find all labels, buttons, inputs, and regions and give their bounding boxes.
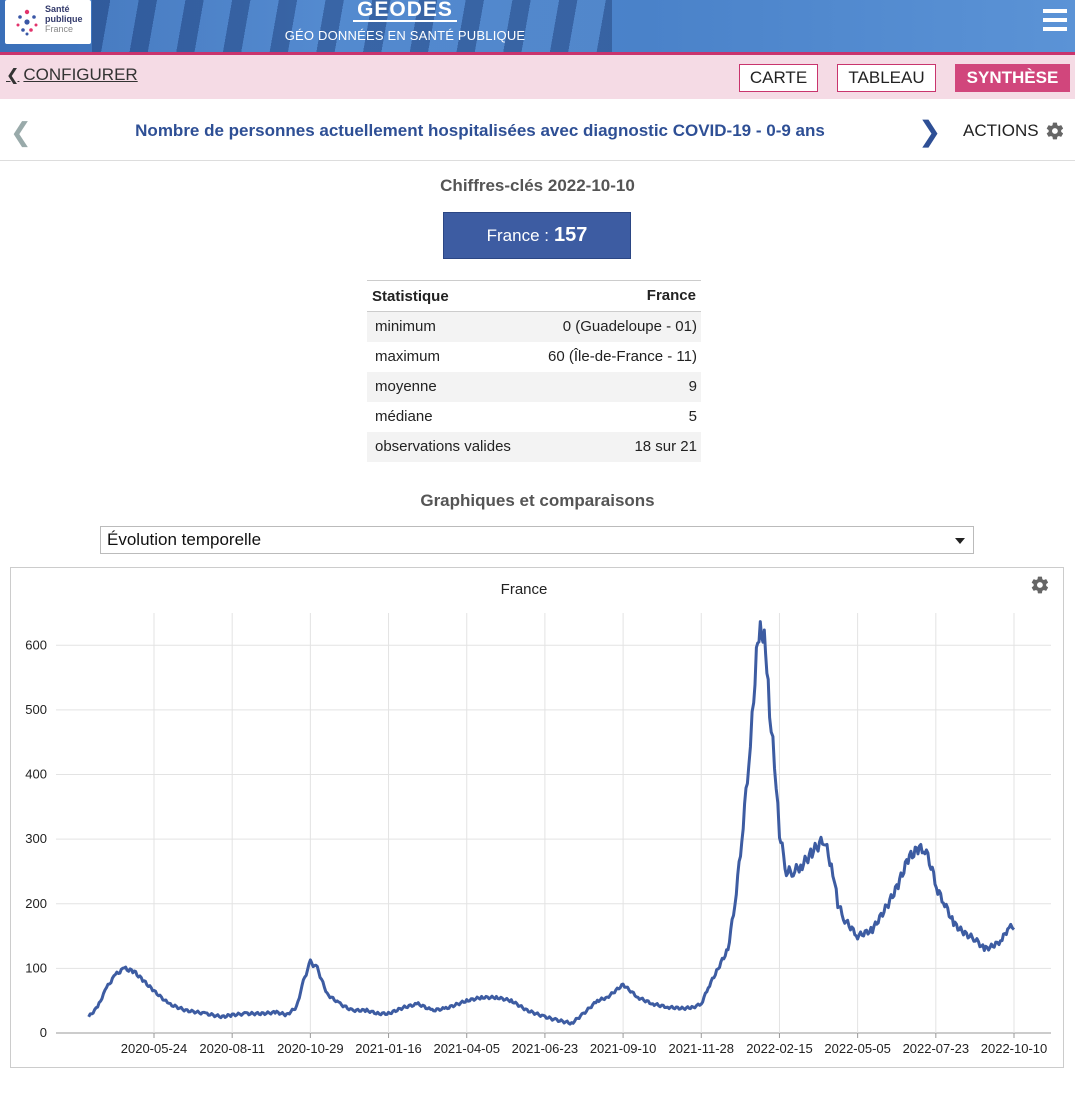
table-row: minimum 0 (Guadeloupe - 01): [367, 311, 701, 342]
site-header: Santé publique France GÉODES GÉO DONNÉES…: [0, 0, 1075, 52]
indicator-bar: ❮ Nombre de personnes actuellement hospi…: [0, 99, 1075, 161]
chart-title: France: [501, 581, 548, 598]
stat-label: médiane: [375, 408, 433, 425]
brand-title: GÉODES: [353, 0, 457, 22]
stat-value: 5: [688, 408, 697, 425]
gear-icon: [1046, 122, 1063, 140]
chart-panel: France 0 100 200 300 400 500 600 2020-05-24 2020-…: [10, 567, 1064, 1068]
actions-button[interactable]: ACTIONS: [963, 121, 1065, 141]
key-figure-label: France :: [486, 225, 549, 245]
configure-label: CONFIGURER: [23, 65, 138, 84]
time-series-chart[interactable]: France 0 100 200 300 400 500 600 2020-05-24 2020-…: [11, 568, 1063, 1067]
stat-value: 0 (Guadeloupe - 01): [526, 311, 701, 342]
stats-col-france: France: [526, 280, 701, 312]
x-tick-label: 2022-02-15: [746, 1041, 813, 1056]
stats-col-statistique: Statistique: [367, 280, 527, 312]
chevron-left-icon: ❮: [6, 67, 20, 84]
brand-subtitle: GÉO DONNÉES EN SANTÉ PUBLIQUE: [284, 28, 526, 43]
series-line-france: [87, 620, 1016, 1026]
header-photo: [92, 0, 612, 52]
table-row: maximum 60 (Île-de-France - 11): [367, 342, 701, 372]
key-figure-box: France : 157: [443, 212, 631, 259]
table-row: médiane 5: [367, 402, 701, 432]
chart-settings-gear-icon[interactable]: [1030, 575, 1050, 595]
x-tick-label: 2022-07-23: [903, 1041, 970, 1056]
stats-table: Statistique France minimum 0 (Guadeloupe…: [367, 280, 701, 462]
header-divider: [0, 52, 1075, 55]
x-tick-label: 2021-11-28: [668, 1041, 734, 1056]
charts-heading: Graphiques et comparaisons: [420, 491, 655, 510]
x-tick-label: 2020-05-24: [121, 1041, 188, 1056]
y-tick-label: 0: [40, 1025, 47, 1040]
y-tick-label: 200: [25, 896, 47, 911]
stat-label: moyenne: [367, 371, 527, 402]
y-tick-label: 400: [25, 767, 47, 782]
chart-type-value: Évolution temporelle: [107, 530, 262, 549]
stat-value: 18 sur 21: [526, 431, 701, 462]
y-tick-label: 300: [25, 831, 47, 846]
spf-logo[interactable]: Santé publique France: [5, 0, 91, 44]
table-row: observations valides 18 sur 21: [367, 431, 701, 462]
chart-type-select[interactable]: Évolution temporelle: [100, 526, 974, 554]
stat-value: 60 (Île-de-France - 11): [548, 348, 697, 365]
stat-value: 9: [526, 371, 701, 402]
x-tick-label: 2020-08-11: [199, 1041, 265, 1056]
x-tick-label: 2022-05-05: [824, 1041, 891, 1056]
stats-header-row: Statistique France: [367, 280, 701, 312]
x-tick-label: 2021-09-10: [590, 1041, 657, 1056]
x-tick-label: 2021-01-16: [355, 1041, 422, 1056]
stat-label: maximum: [375, 348, 441, 365]
x-tick-label: 2021-06-23: [512, 1041, 579, 1056]
next-indicator-button[interactable]: ❯: [918, 116, 942, 147]
actions-label: ACTIONS: [963, 121, 1039, 140]
logo-text: Santé publique France: [45, 4, 83, 34]
key-figure-value: 157: [553, 224, 588, 246]
table-row: moyenne 9: [367, 371, 701, 402]
y-tick-label: 500: [25, 702, 47, 717]
stat-label: minimum: [367, 311, 527, 342]
indicator-title: Nombre de personnes actuellement hospita…: [135, 121, 825, 140]
key-figures-heading: Chiffres-clés 2022-10-10: [440, 176, 635, 195]
config-bar: ❮ CONFIGURER CARTE TABLEAU SYNTHÈSE: [0, 55, 1075, 99]
previous-indicator-button[interactable]: ❮: [10, 117, 32, 147]
stat-label: observations valides: [367, 431, 527, 462]
chevron-down-icon: [955, 538, 965, 544]
y-tick-label: 600: [25, 637, 47, 652]
tab-synthese[interactable]: SYNTHÈSE: [955, 64, 1070, 92]
x-tick-label: 2022-10-10: [981, 1041, 1048, 1056]
configure-link[interactable]: ❮ CONFIGURER: [6, 65, 138, 85]
logo-dots-icon: [16, 9, 38, 36]
menu-icon[interactable]: [1043, 9, 1067, 31]
tab-carte[interactable]: CARTE: [739, 64, 818, 92]
brand: GÉODES GÉO DONNÉES EN SANTÉ PUBLIQUE: [280, 0, 530, 43]
y-tick-label: 100: [25, 960, 47, 975]
tab-tableau[interactable]: TABLEAU: [837, 64, 936, 92]
x-tick-label: 2021-04-05: [433, 1041, 500, 1056]
x-tick-label: 2020-10-29: [277, 1041, 344, 1056]
